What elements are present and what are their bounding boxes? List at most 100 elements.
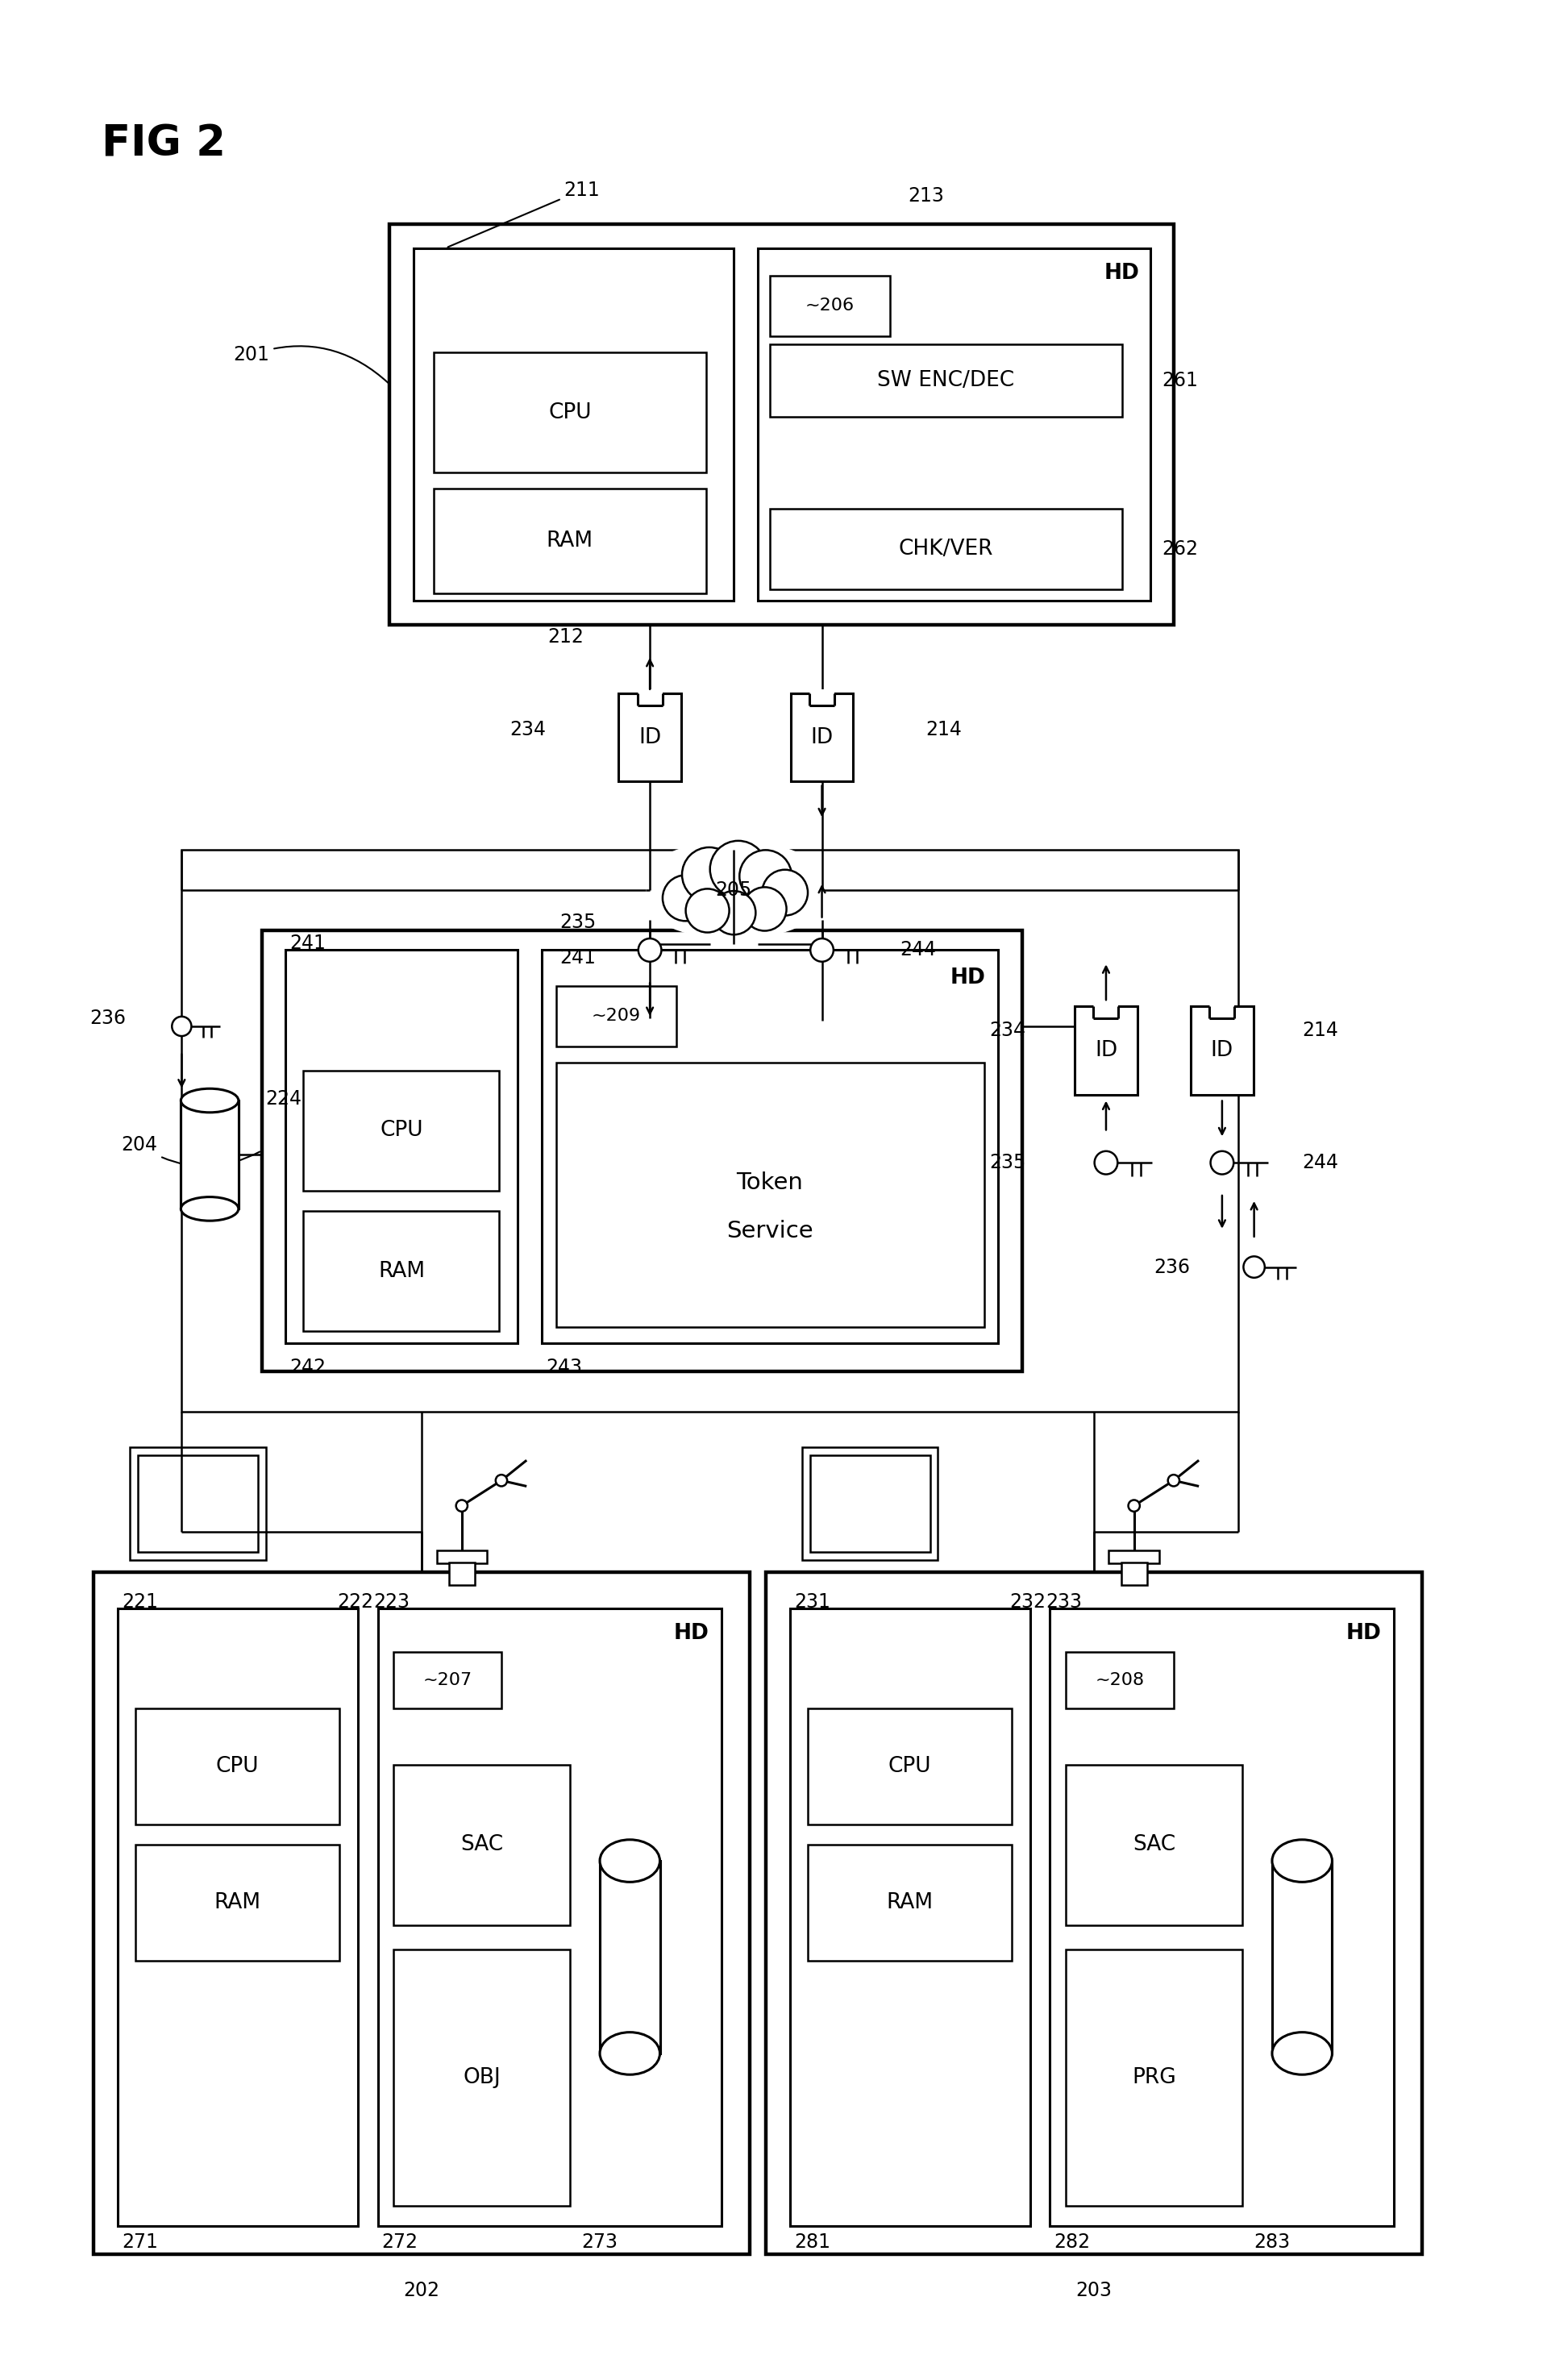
Circle shape bbox=[810, 938, 833, 962]
Ellipse shape bbox=[1271, 2033, 1332, 2075]
Bar bbox=[1190, 1007, 1253, 1095]
Text: CPU: CPU bbox=[216, 1756, 259, 1778]
Bar bbox=[619, 693, 680, 781]
Text: HD: HD bbox=[949, 969, 984, 988]
Text: 242: 242 bbox=[290, 1357, 326, 1378]
Circle shape bbox=[1128, 1499, 1139, 1511]
Text: 203: 203 bbox=[1075, 2280, 1111, 2299]
Bar bbox=[1066, 1652, 1173, 1709]
Circle shape bbox=[685, 888, 728, 933]
Bar bbox=[770, 276, 889, 336]
Bar bbox=[393, 1764, 569, 1925]
Bar bbox=[434, 352, 705, 474]
Text: 262: 262 bbox=[1162, 540, 1197, 559]
Text: 241: 241 bbox=[290, 933, 326, 954]
Text: 236: 236 bbox=[1153, 1257, 1190, 1276]
Bar bbox=[302, 1071, 498, 1190]
Bar bbox=[810, 1457, 929, 1552]
Bar bbox=[790, 1609, 1029, 2225]
Bar bbox=[1120, 1561, 1146, 1585]
Text: 261: 261 bbox=[1162, 371, 1197, 390]
Bar bbox=[555, 1061, 984, 1328]
Text: 234: 234 bbox=[989, 1021, 1026, 1040]
Ellipse shape bbox=[181, 1197, 238, 1221]
Bar bbox=[807, 1845, 1011, 1961]
Text: CPU: CPU bbox=[548, 402, 591, 424]
Bar bbox=[1108, 1549, 1159, 1564]
Bar bbox=[1074, 1007, 1137, 1095]
Circle shape bbox=[171, 1016, 191, 1035]
Circle shape bbox=[1094, 1152, 1117, 1173]
Text: 211: 211 bbox=[447, 181, 600, 248]
Bar bbox=[1066, 1949, 1242, 2206]
Bar bbox=[437, 1549, 486, 1564]
Text: 241: 241 bbox=[560, 947, 596, 969]
Bar bbox=[801, 1447, 938, 1559]
Text: SAC: SAC bbox=[1133, 1835, 1174, 1856]
Text: RAM: RAM bbox=[886, 1892, 932, 1914]
Text: 221: 221 bbox=[122, 1592, 157, 1611]
Bar bbox=[449, 1561, 475, 1585]
Text: 244: 244 bbox=[900, 940, 935, 959]
Text: 222: 222 bbox=[338, 1592, 373, 1611]
Text: SAC: SAC bbox=[460, 1835, 503, 1856]
Circle shape bbox=[739, 850, 792, 902]
Bar bbox=[758, 248, 1150, 602]
Text: 234: 234 bbox=[509, 719, 546, 740]
Bar bbox=[1092, 1002, 1119, 1019]
Bar bbox=[184, 1102, 236, 1209]
Text: CHK/VER: CHK/VER bbox=[898, 538, 992, 559]
Bar bbox=[555, 985, 676, 1047]
Bar bbox=[94, 1571, 750, 2254]
Text: 282: 282 bbox=[1054, 2232, 1089, 2251]
Circle shape bbox=[637, 938, 660, 962]
Circle shape bbox=[1210, 1152, 1233, 1173]
Text: ID: ID bbox=[1094, 1040, 1117, 1061]
Text: 202: 202 bbox=[403, 2280, 440, 2299]
Text: 281: 281 bbox=[793, 2232, 830, 2251]
Bar bbox=[285, 950, 517, 1342]
Ellipse shape bbox=[600, 2033, 659, 2075]
Bar bbox=[1271, 1861, 1332, 2054]
Text: 214: 214 bbox=[1301, 1021, 1338, 1040]
Text: ID: ID bbox=[1210, 1040, 1233, 1061]
Text: ID: ID bbox=[639, 726, 660, 747]
Text: 272: 272 bbox=[381, 2232, 418, 2251]
Bar bbox=[414, 248, 733, 602]
Bar bbox=[302, 1211, 498, 1330]
Text: 224: 224 bbox=[265, 1088, 302, 1109]
Text: OBJ: OBJ bbox=[463, 2066, 500, 2087]
Bar bbox=[1066, 1764, 1242, 1925]
Text: ~209: ~209 bbox=[591, 1007, 640, 1023]
Text: 244: 244 bbox=[1301, 1152, 1338, 1173]
Text: 232: 232 bbox=[1009, 1592, 1046, 1611]
Ellipse shape bbox=[181, 1088, 238, 1111]
Bar bbox=[770, 345, 1122, 416]
Circle shape bbox=[742, 888, 785, 931]
Text: 204: 204 bbox=[122, 1135, 259, 1166]
Text: 201: 201 bbox=[233, 345, 387, 383]
Bar bbox=[182, 850, 1237, 1411]
Circle shape bbox=[1168, 1476, 1179, 1485]
Bar bbox=[602, 1861, 657, 2052]
Circle shape bbox=[762, 869, 807, 916]
Text: 243: 243 bbox=[546, 1357, 582, 1378]
Bar bbox=[393, 1652, 501, 1709]
Text: RAM: RAM bbox=[378, 1261, 424, 1280]
Bar bbox=[262, 931, 1021, 1371]
Bar bbox=[393, 1949, 569, 2206]
Circle shape bbox=[455, 1499, 468, 1511]
Text: 212: 212 bbox=[548, 628, 583, 647]
Circle shape bbox=[711, 890, 755, 935]
Text: HD: HD bbox=[1103, 264, 1139, 283]
Bar bbox=[807, 1709, 1011, 1825]
Bar bbox=[790, 693, 853, 781]
Text: 233: 233 bbox=[1046, 1592, 1082, 1611]
Bar bbox=[770, 509, 1122, 588]
Text: 283: 283 bbox=[1253, 2232, 1290, 2251]
Text: ~206: ~206 bbox=[805, 298, 855, 314]
Text: CPU: CPU bbox=[380, 1121, 423, 1140]
Bar bbox=[136, 1845, 339, 1961]
Text: FIG 2: FIG 2 bbox=[102, 124, 225, 164]
Ellipse shape bbox=[600, 1840, 659, 1883]
